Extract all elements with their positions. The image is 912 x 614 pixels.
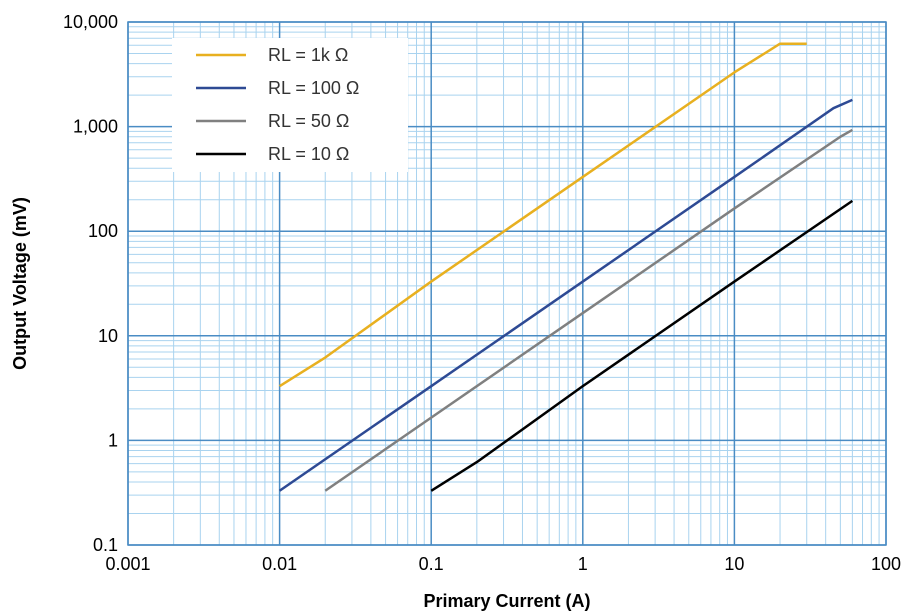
series-line-4	[430, 199, 854, 492]
y-tick-label: 1	[108, 430, 118, 450]
legend-label: RL = 10 Ω	[268, 144, 349, 164]
series-line-1	[278, 42, 807, 388]
y-tick-label: 1,000	[73, 117, 118, 137]
y-tick-label: 100	[88, 221, 118, 241]
y-tick-labels: 0.1 1 10 100 1,000 10,000	[63, 12, 118, 555]
plot-border	[127, 21, 887, 546]
y-tick-label: 10	[98, 326, 118, 346]
x-tick-label: 1	[578, 554, 588, 574]
x-tick-label: 0.001	[105, 554, 150, 574]
x-tick-labels: 0.001 0.01 0.1 1 10 100	[105, 554, 901, 574]
x-tick-label: 100	[871, 554, 901, 574]
series-line-2	[278, 98, 853, 492]
y-tick-label: 10,000	[63, 12, 118, 32]
legend-label: RL = 50 Ω	[268, 111, 349, 131]
x-tick-label: 10	[724, 554, 744, 574]
legend-label: RL = 1k Ω	[268, 45, 348, 65]
y-axis-title: Output Voltage (mV)	[10, 197, 30, 370]
x-tick-label: 0.01	[262, 554, 297, 574]
legend-box	[172, 38, 408, 172]
legend: RL = 1k Ω RL = 100 Ω RL = 50 Ω RL = 10 Ω	[172, 38, 408, 172]
legend-label: RL = 100 Ω	[268, 78, 359, 98]
series-line-3	[324, 128, 853, 492]
x-axis-title: Primary Current (A)	[423, 591, 590, 611]
series-lines	[278, 42, 854, 492]
y-tick-label: 0.1	[93, 535, 118, 555]
x-tick-label: 0.1	[419, 554, 444, 574]
